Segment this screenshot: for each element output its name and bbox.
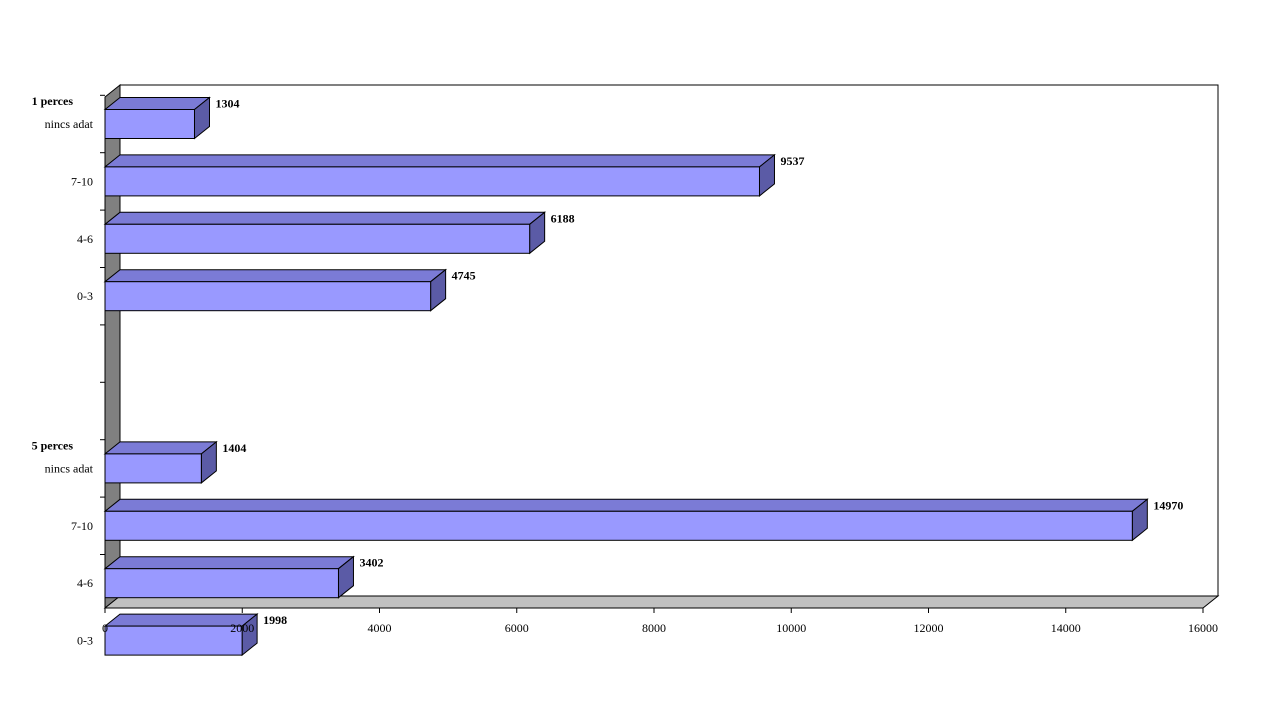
bar-top-face xyxy=(103,556,355,570)
bar-top-face xyxy=(103,441,218,455)
y-tick-label: 4-6 xyxy=(77,576,93,590)
bar xyxy=(104,223,531,254)
data-label: 6188 xyxy=(551,211,575,225)
bar xyxy=(104,281,432,312)
data-label: 14970 xyxy=(1153,498,1183,512)
bar xyxy=(104,568,339,599)
y-tick-label: 0-3 xyxy=(77,634,93,648)
x-tick-label: 4000 xyxy=(368,621,392,635)
data-label: 1998 xyxy=(263,613,287,627)
x-tick-label: 2000 xyxy=(230,621,254,635)
data-label: 9537 xyxy=(780,154,804,168)
y-tick-label: 0-3 xyxy=(77,289,93,303)
floor xyxy=(103,595,1220,609)
data-label: 4745 xyxy=(452,269,476,283)
group-label: 1 perces xyxy=(32,94,74,108)
y-tick-label: nincs adat xyxy=(45,461,94,475)
bar-top-face xyxy=(103,211,547,225)
x-tick-label: 16000 xyxy=(1188,621,1218,635)
x-tick-label: 6000 xyxy=(505,621,529,635)
y-tick-label: 4-6 xyxy=(77,232,93,246)
bar xyxy=(104,109,195,139)
chart-axes: 0 2000 4000 6000 8000 10000 12000 14000 16000 xyxy=(100,94,1218,635)
x-tick-label: 10000 xyxy=(776,621,806,635)
bar xyxy=(104,510,1133,541)
data-label: 1404 xyxy=(222,441,246,455)
x-tick-label: 8000 xyxy=(642,621,666,635)
bar-top-face xyxy=(103,154,776,168)
bar xyxy=(104,625,243,656)
bar xyxy=(104,453,202,484)
bar xyxy=(104,166,760,197)
chart-labels: 1304 nincs adat 1 perces 9537 7-10 6188 4-6 474… xyxy=(32,94,1184,648)
data-label: 3402 xyxy=(359,556,383,570)
bar-top-face xyxy=(103,498,1149,512)
y-tick-label: nincs adat xyxy=(45,117,94,131)
bar-top-face xyxy=(103,269,448,283)
chart-bars xyxy=(103,96,1149,657)
x-tick-label: 0 xyxy=(102,621,108,635)
y-tick-label: 7-10 xyxy=(71,174,93,188)
bar-top-face xyxy=(103,97,211,110)
x-tick-label: 14000 xyxy=(1051,621,1081,635)
x-tick-label: 12000 xyxy=(914,621,944,635)
y-tick-label: 7-10 xyxy=(71,519,93,533)
data-label: 1304 xyxy=(215,97,239,111)
group-label: 5 perces xyxy=(32,438,74,452)
